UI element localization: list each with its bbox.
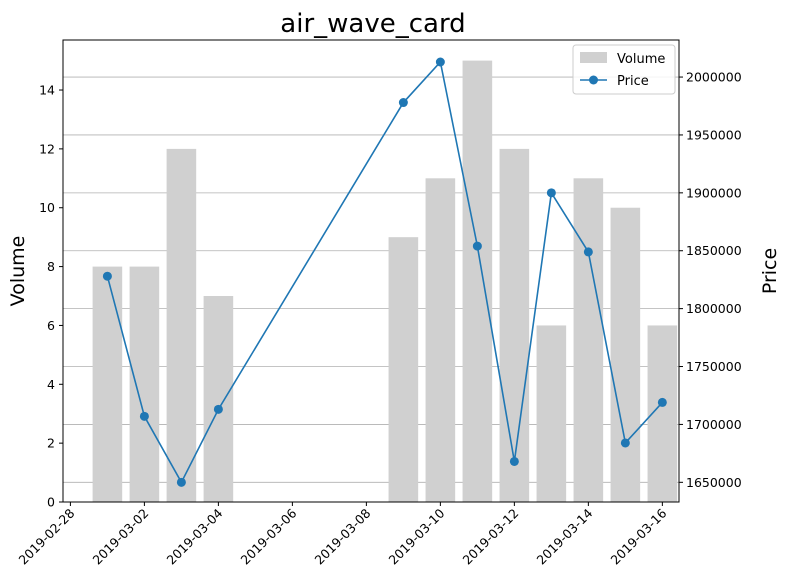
volume-bar [462, 60, 493, 502]
legend-price-label: Price [617, 74, 649, 89]
price-point [102, 271, 112, 281]
volume-bar [499, 148, 530, 503]
right-axis-tick-label: 1700000 [686, 417, 742, 432]
legend-price-marker [589, 75, 598, 85]
left-y-axis: 0 2 4 6 8 10 12 14 [39, 83, 63, 510]
price-point [583, 247, 593, 257]
grid-layer [63, 76, 679, 483]
volume-bar [166, 148, 197, 503]
x-axis-tick-label: 2019-03-14 [533, 505, 595, 567]
price-point [620, 438, 630, 448]
price-line-layer [102, 57, 667, 487]
volume-bar [203, 296, 234, 502]
left-axis-tick-label: 2 [47, 436, 55, 451]
price-point [139, 411, 149, 421]
right-axis-tick-label: 1650000 [686, 475, 742, 490]
right-axis-tick-label: 1850000 [686, 243, 742, 258]
x-axis-tick-label: 2019-03-16 [607, 505, 669, 567]
right-axis-tick-label: 1800000 [686, 301, 742, 316]
price-point [546, 188, 556, 198]
x-axis-tick-label: 2019-03-04 [164, 505, 226, 567]
price-line [106, 60, 663, 485]
right-axis-tick-label: 1750000 [686, 359, 742, 374]
price-point [398, 98, 408, 108]
volume-bar [536, 325, 567, 502]
chart-title: air_wave_card [280, 9, 465, 39]
legend-volume-label: Volume [617, 52, 665, 67]
legend-volume-swatch [580, 52, 607, 63]
volume-bar [610, 207, 641, 502]
plot-frame [62, 39, 680, 503]
left-axis-tick-label: 12 [39, 141, 55, 156]
x-axis-tick-label: 2019-03-06 [238, 505, 300, 567]
left-axis-tick-label: 6 [47, 318, 55, 333]
right-axis-tick-label: 1900000 [686, 185, 742, 200]
price-point [657, 397, 667, 407]
volume-bar [425, 178, 456, 502]
y-axis-label-left: Volume [7, 236, 29, 307]
volume-bars [92, 60, 678, 503]
left-axis-tick-label: 8 [47, 259, 55, 274]
y-axis-label-right: Price [759, 248, 781, 294]
volume-bar [573, 178, 604, 502]
x-axis-tick-label: 2019-03-10 [386, 505, 448, 567]
volume-bar [92, 266, 123, 502]
x-axis: 2019-02-28 2019-03-02 2019-03-04 2019-03-06… [16, 502, 669, 568]
legend: Volume Price [572, 44, 676, 95]
left-axis-tick-label: 14 [39, 83, 55, 98]
volume-bar [129, 266, 160, 502]
right-axis-tick-label: 1950000 [686, 127, 742, 142]
price-point [176, 477, 186, 487]
price-point [435, 57, 445, 67]
right-axis-tick-label: 2000000 [686, 70, 742, 85]
volume-bar [388, 237, 419, 502]
left-axis-tick-label: 10 [39, 200, 55, 215]
right-y-axis: 1650000 1700000 1750000 1800000 1850000 19000… [679, 70, 742, 490]
price-point [213, 404, 223, 414]
x-axis-tick-label: 2019-03-12 [460, 506, 522, 568]
left-axis-tick-label: 4 [47, 377, 55, 392]
left-axis-tick-label: 0 [47, 495, 55, 510]
x-axis-tick-label: 2019-02-28 [16, 505, 78, 567]
x-axis-tick-label: 2019-03-02 [90, 506, 152, 568]
price-point [472, 241, 482, 251]
x-axis-tick-label: 2019-03-08 [312, 505, 374, 567]
price-point [509, 456, 519, 466]
